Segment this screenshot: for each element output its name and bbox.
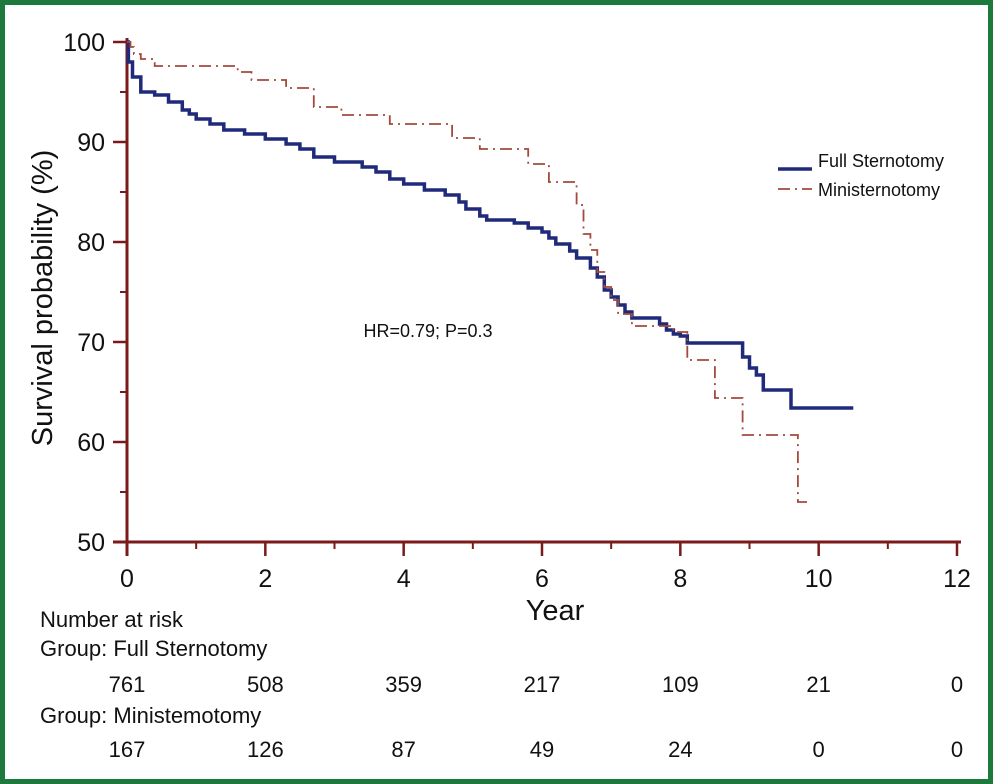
number-at-risk-table: Number at risk Group: Full Sternotomy 76… (40, 607, 963, 762)
x-tick-label: 12 (943, 565, 971, 593)
x-axis-title: Year (526, 595, 585, 627)
y-tick-label: 60 (77, 429, 105, 457)
axes: 50 60 70 80 90 100 0 2 4 6 8 10 12 (63, 29, 971, 593)
risk-count-cell: 0 (813, 737, 825, 762)
risk-row-full-sternotomy: 761 508 359 217 109 21 0 (109, 672, 963, 697)
y-tick-label: 50 (77, 529, 105, 557)
y-tick-label: 80 (77, 229, 105, 257)
x-tick-label: 2 (258, 565, 272, 593)
risk-count-cell: 126 (247, 737, 284, 762)
legend-label-ministernotomy: Ministernotomy (818, 180, 940, 200)
risk-count-cell: 217 (524, 672, 561, 697)
x-tick-label: 0 (120, 565, 134, 593)
number-at-risk-heading: Number at risk (40, 607, 184, 632)
y-tick-label: 90 (77, 129, 105, 157)
risk-count-cell: 508 (247, 672, 284, 697)
legend-label-full-sternotomy: Full Sternotomy (818, 151, 944, 171)
risk-count-cell: 359 (385, 672, 422, 697)
series-line-ministernotomy (127, 41, 812, 503)
risk-count-cell: 0 (951, 737, 963, 762)
risk-count-cell: 761 (109, 672, 146, 697)
hazard-ratio-annotation: HR=0.79; P=0.3 (363, 321, 492, 341)
legend: Full Sternotomy Ministernotomy (778, 151, 944, 200)
risk-row-ministernotomy: 167 126 87 49 24 0 0 (109, 737, 963, 762)
y-tick-label: 70 (77, 329, 105, 357)
risk-count-cell: 0 (951, 672, 963, 697)
series-line-full-sternotomy (126, 40, 854, 410)
x-tick-label: 8 (673, 565, 687, 593)
risk-count-cell: 49 (530, 737, 554, 762)
y-tick-label: 100 (63, 29, 105, 57)
y-axis-title: Survival probability (%) (27, 150, 59, 447)
risk-count-cell: 109 (662, 672, 699, 697)
risk-count-cell: 24 (668, 737, 692, 762)
x-tick-label: 4 (397, 565, 411, 593)
x-tick-label: 10 (805, 565, 833, 593)
survival-curves (126, 40, 854, 503)
x-tick-label: 6 (535, 565, 549, 593)
risk-count-cell: 87 (391, 737, 415, 762)
risk-count-cell: 167 (109, 737, 146, 762)
risk-count-cell: 21 (806, 672, 830, 697)
risk-group-label-ministernotomy: Group: Ministemotomy (40, 703, 261, 728)
risk-group-label-full-sternotomy: Group: Full Sternotomy (40, 636, 267, 661)
